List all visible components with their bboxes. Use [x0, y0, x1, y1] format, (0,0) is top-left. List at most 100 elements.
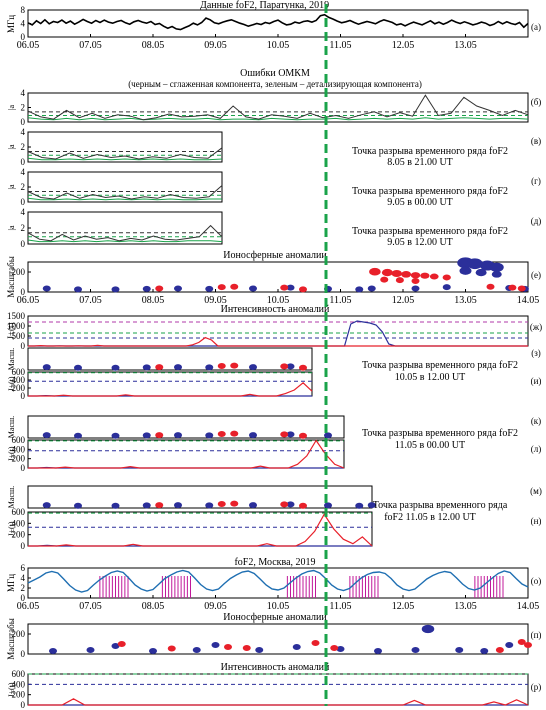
x-tick-label: 13.05	[454, 601, 477, 612]
x-tick-label: 12.05	[392, 295, 415, 306]
y-tick-label: 0	[21, 239, 26, 249]
y-tick-label: 400	[12, 444, 26, 454]
y-tick-label: 600	[12, 507, 26, 517]
y-tick-label: 4	[21, 167, 26, 177]
x-tick-label: 10.05	[267, 601, 290, 612]
anomaly-point	[74, 502, 82, 509]
anomaly-point	[381, 268, 393, 277]
smooth-component-line	[27, 224, 223, 242]
anomaly-point	[111, 286, 120, 293]
y-tick-label: 2	[21, 583, 26, 593]
positive-intensity-line	[28, 698, 529, 706]
x-tick-label: 13.05	[454, 40, 477, 51]
anomaly-point	[367, 502, 376, 509]
plot-frame	[27, 511, 373, 547]
panel-label: (м)	[530, 486, 542, 496]
anomaly-point	[367, 285, 376, 292]
anomaly-point	[242, 645, 251, 651]
x-tick-label: 08.05	[142, 601, 165, 612]
x-tick-label: 12.05	[392, 601, 415, 612]
y-tick-label: 2	[21, 103, 26, 113]
y-tick-label: 4	[21, 207, 26, 217]
anomaly-point	[111, 643, 120, 649]
panel-label: (з)	[531, 348, 541, 358]
x-tick-label: 11.05	[329, 601, 351, 612]
anomaly-point	[111, 432, 120, 439]
panel-b-subtitle: (черным – сглаженная компонента, зеленым…	[128, 79, 422, 89]
anomaly-point	[155, 285, 164, 292]
breakpoint-note: Точка разрыва временного ряда foF2	[362, 360, 518, 371]
anomaly-point	[142, 432, 151, 439]
anomaly-point	[355, 502, 364, 509]
smooth-component-line	[27, 94, 529, 121]
anomaly-point	[142, 364, 151, 371]
anomaly-point	[224, 644, 232, 650]
x-tick-label: 08.05	[142, 40, 165, 51]
y-tick-label: 2	[21, 223, 26, 233]
panel-label: (ж)	[530, 322, 542, 332]
panel-label: (н)	[531, 516, 542, 526]
anomaly-point	[336, 646, 345, 652]
panel-a-title: Данные foF2, Паратунка, 2019	[200, 0, 329, 11]
anomaly-point	[174, 432, 182, 439]
anomaly-point	[255, 647, 264, 653]
positive-intensity-line	[28, 336, 528, 347]
x-tick-label: 12.05	[392, 40, 415, 51]
anomaly-point	[249, 364, 257, 371]
y-tick-label: 600	[12, 367, 26, 377]
anomaly-point	[421, 624, 435, 634]
anomaly-point	[524, 642, 532, 648]
y-tick-label: 0	[21, 157, 26, 167]
detail-component-line	[27, 117, 529, 121]
anomaly-point	[508, 284, 517, 291]
anomaly-point	[111, 364, 120, 371]
anomaly-point	[286, 363, 295, 370]
anomaly-point	[205, 285, 214, 292]
anomaly-point	[42, 432, 51, 439]
y-tick-label: 6	[21, 563, 26, 573]
anomaly-point	[149, 648, 157, 654]
panel-label: (в)	[531, 136, 541, 146]
y-tick-label: 200	[12, 383, 26, 393]
anomaly-point	[410, 272, 421, 279]
panel-a-ylabel: МГц	[6, 15, 16, 33]
anomaly-point	[480, 648, 489, 654]
anomaly-point	[205, 432, 214, 439]
anomaly-point	[455, 647, 464, 653]
y-tick-label: 400	[12, 375, 26, 385]
y-tick-label: 0	[21, 463, 26, 473]
anomaly-point	[286, 501, 295, 508]
panel-f-ylabel: Масштабы	[6, 256, 16, 298]
plot-frame	[27, 9, 529, 38]
anomaly-point	[117, 641, 126, 647]
foF2-paratunka-line	[27, 13, 529, 31]
y-tick-label: 0	[21, 32, 26, 42]
anomaly-point	[411, 647, 420, 653]
panel-r-title: Интенсивность аномалий	[221, 662, 330, 673]
anomaly-point	[324, 432, 332, 439]
x-tick-label: 06.05	[17, 40, 40, 51]
y-tick-label: 4	[21, 19, 26, 29]
anomaly-point	[286, 431, 295, 438]
panel-k-ylabel: Масш.	[7, 416, 16, 438]
anomaly-point	[174, 364, 182, 371]
panel-label: (и)	[531, 376, 542, 386]
anomaly-point	[217, 500, 226, 507]
panel-label: (о)	[531, 576, 542, 586]
anomaly-point	[230, 283, 239, 290]
x-tick-label: 13.05	[454, 295, 477, 306]
anomaly-point	[401, 271, 412, 278]
detail-component-line	[27, 239, 223, 243]
anomaly-point	[311, 640, 320, 646]
anomaly-point	[411, 277, 420, 284]
x-tick-label: 06.05	[17, 295, 40, 306]
panel-d-ylabel: |a	[7, 184, 16, 190]
anomaly-point	[230, 500, 239, 507]
y-tick-label: 0	[21, 391, 26, 401]
anomaly-point	[442, 284, 451, 291]
anomaly-point	[286, 284, 295, 291]
x-tick-label: 09.05	[204, 40, 227, 51]
anomaly-point	[292, 644, 301, 650]
